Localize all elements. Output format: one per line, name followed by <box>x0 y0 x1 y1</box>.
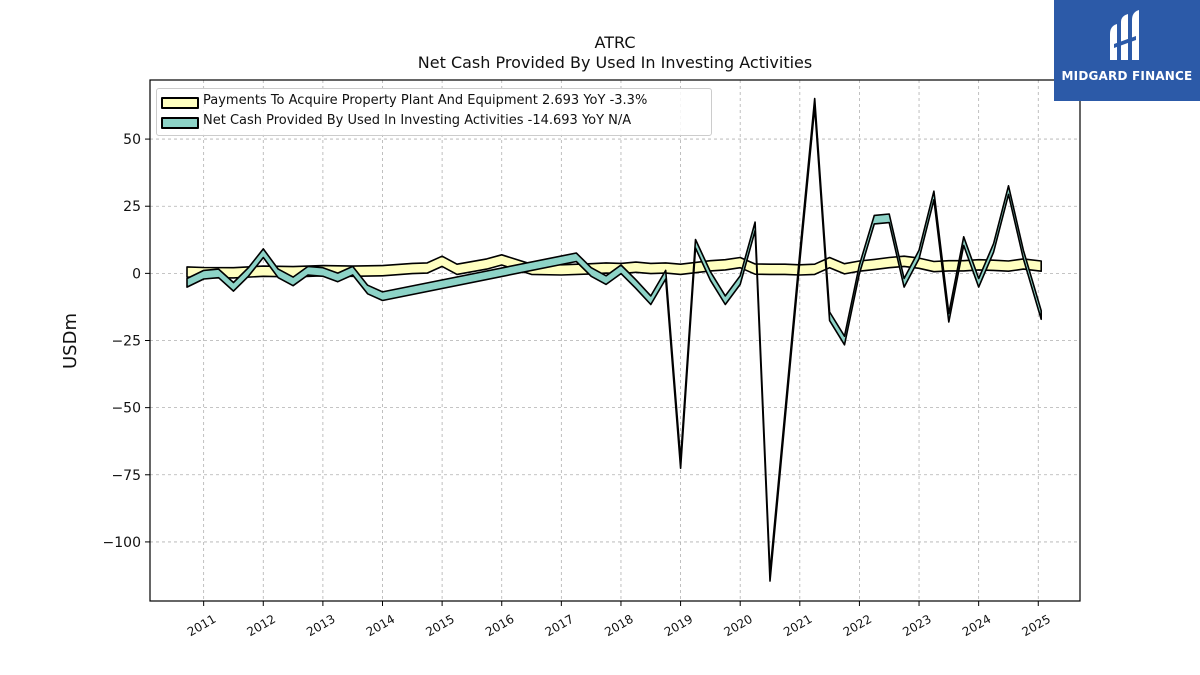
y-tick-label: −75 <box>111 468 141 484</box>
x-tick-label: 2019 <box>662 612 695 639</box>
legend-swatch-investing <box>161 117 199 129</box>
x-tick-label: 2013 <box>304 612 337 639</box>
legend-label-capex: Payments To Acquire Property Plant And E… <box>203 93 648 108</box>
brand-name: MIDGARD FINANCE <box>1061 69 1193 83</box>
y-tick-label: 25 <box>123 199 141 215</box>
series-layer <box>186 97 1042 582</box>
x-axis: 2011 2012 2013 2014 2015 2016 2017 2018 2019 2020… <box>185 601 1053 639</box>
series-band-1 <box>186 97 1042 582</box>
legend-entry-capex: Payments To Acquire Property Plant And E… <box>157 92 711 112</box>
legend-entry-investing: Net Cash Provided By Used In Investing A… <box>157 112 711 132</box>
x-tick-label: 2021 <box>781 612 814 639</box>
brand-logo: MIDGARD FINANCE <box>1054 0 1200 101</box>
series-band-0 <box>186 254 1042 279</box>
x-tick-label: 2011 <box>185 612 218 639</box>
midgard-logo-icon <box>1110 10 1139 60</box>
y-axis: 50 25 0 −25 −50 −75 −100 <box>103 132 150 551</box>
legend-swatch-capex <box>161 97 199 109</box>
chart-subtitle: Net Cash Provided By Used In Investing A… <box>417 53 813 72</box>
grid-layer <box>150 80 1080 601</box>
legend-label-investing: Net Cash Provided By Used In Investing A… <box>203 113 632 128</box>
y-tick-label: −100 <box>103 535 141 551</box>
x-tick-label: 2015 <box>423 612 456 639</box>
x-tick-label: 2022 <box>841 612 874 639</box>
y-tick-label: −50 <box>111 401 141 417</box>
y-axis-label: USDm <box>60 313 81 369</box>
x-tick-label: 2016 <box>483 612 516 639</box>
y-tick-label: 50 <box>123 132 141 148</box>
chart-title: ATRC <box>594 33 636 52</box>
y-tick-label: 0 <box>132 266 141 282</box>
x-tick-label: 2018 <box>602 612 635 639</box>
x-tick-label: 2024 <box>960 612 993 639</box>
x-tick-label: 2017 <box>543 612 576 639</box>
y-tick-label: −25 <box>111 334 141 350</box>
x-tick-label: 2014 <box>364 612 397 639</box>
x-tick-label: 2025 <box>1020 612 1053 639</box>
legend: Payments To Acquire Property Plant And E… <box>156 88 712 136</box>
x-tick-label: 2012 <box>245 612 278 639</box>
x-tick-label: 2023 <box>900 612 933 639</box>
x-tick-label: 2020 <box>721 612 754 639</box>
